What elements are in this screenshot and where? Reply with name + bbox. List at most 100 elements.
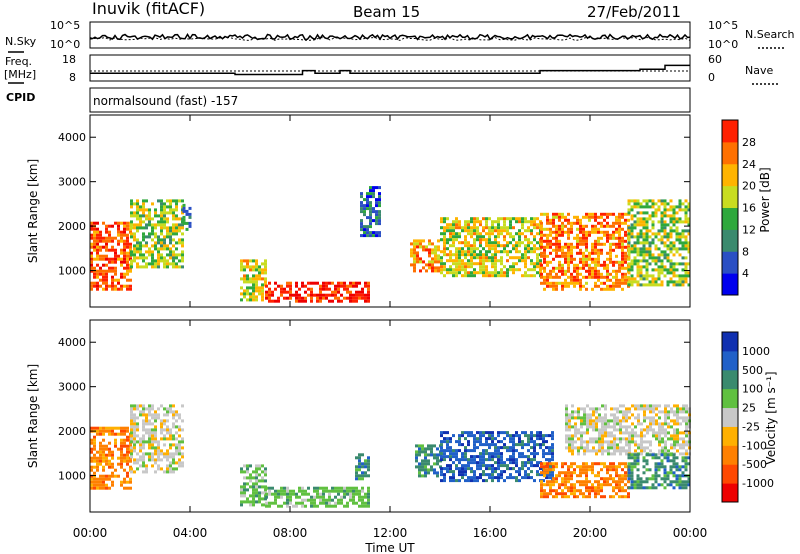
velocity-echo-cell-0 [93, 448, 96, 451]
power-echo-cell-7 [443, 268, 446, 271]
velocity-echo-cell-6 [539, 431, 542, 434]
velocity-echo-cell-1 [133, 470, 136, 473]
velocity-echo-cell-8 [577, 413, 580, 416]
velocity-echo-cell-0 [99, 457, 102, 460]
power-echo-cell-9 [667, 214, 670, 217]
velocity-echo-cell-8 [631, 434, 634, 437]
power-echo-cell-7 [515, 247, 518, 250]
velocity-echo-cell-3 [280, 505, 283, 508]
power-echo-cell-7 [482, 265, 485, 268]
velocity-echo-cell-7 [624, 462, 627, 465]
velocity-echo-cell-7 [609, 462, 612, 465]
velocity-echo-cell-2 [246, 464, 249, 467]
velocity-echo-cell-4 [358, 456, 361, 459]
power-echo-cell-9 [667, 256, 670, 259]
power-echo-cell-7 [452, 235, 455, 238]
velocity-echo-cell-1 [169, 407, 172, 410]
velocity-echo-cell-8 [634, 416, 637, 419]
velocity-echo-cell-7 [543, 489, 546, 492]
velocity-echo-cell-1 [178, 461, 181, 464]
velocity-echo-cell-1 [169, 452, 172, 455]
power-echo-cell-8 [555, 231, 558, 234]
power-echo-cell-0 [123, 228, 126, 231]
velocity-echo-cell-8 [673, 446, 676, 449]
power-echo-cell-0 [126, 267, 129, 270]
power-echo-cell-7 [485, 265, 488, 268]
cpid-program: normalsound (fast) -157 [93, 94, 238, 108]
velocity-echo-cell-1 [151, 434, 154, 437]
velocity-echo-cell-6 [494, 476, 497, 479]
velocity-echo-cell-2 [243, 500, 246, 503]
velocity-echo-cell-2 [240, 500, 243, 503]
power-echo-cell-8 [540, 255, 543, 258]
velocity-echo-cell-6 [530, 446, 533, 449]
power-echo-cell-3 [249, 298, 252, 301]
power-echo-cell-7 [464, 265, 467, 268]
velocity-echo-cell-6 [458, 473, 461, 476]
velocity-echo-cell-6 [458, 458, 461, 461]
power-echo-cell-9 [682, 277, 685, 280]
power-echo-cell-8 [549, 270, 552, 273]
velocity-echo-cell-9 [643, 465, 646, 468]
power-echo-cell-4 [268, 297, 271, 300]
velocity-echo-cell-0 [114, 475, 117, 478]
power-echo-cell-7 [491, 244, 494, 247]
power-echo-cell-1 [160, 238, 163, 241]
velocity-echo-cell-9 [670, 453, 673, 456]
power-echo-cell-7 [497, 235, 500, 238]
velocity-echo-cell-8 [568, 428, 571, 431]
power-echo-cell-7 [458, 268, 461, 271]
power-echo-cell-8 [582, 267, 585, 270]
power-echo-cell-8 [549, 231, 552, 234]
power-echo-cell-7 [446, 247, 449, 250]
power-echo-cell-6 [434, 245, 437, 248]
power-echo-cell-6 [416, 257, 419, 260]
power-echo-cell-0 [117, 222, 120, 225]
velocity-echo-cell-8 [619, 425, 622, 428]
power-echo-cell-1 [145, 214, 148, 217]
velocity-echo-cell-8 [565, 404, 568, 407]
velocity-echo-cell-8 [610, 446, 613, 449]
power-echo-cell-8 [558, 231, 561, 234]
velocity-echo-cell-2 [255, 500, 258, 503]
power-echo-cell-9 [631, 208, 634, 211]
power-echo-cell-1 [169, 256, 172, 259]
velocity-echo-cell-1 [157, 449, 160, 452]
velocity-echo-cell-6 [551, 446, 554, 449]
power-echo-cell-0 [114, 270, 117, 273]
velocity-echo-cell-6 [440, 443, 443, 446]
velocity-echo-cell-1 [136, 404, 139, 407]
power-echo-cell-9 [643, 241, 646, 244]
velocity-echo-cell-1 [172, 416, 175, 419]
velocity-echo-cell-1 [157, 467, 160, 470]
power-echo-cell-6 [434, 269, 437, 272]
power-echo-cell-9 [682, 220, 685, 223]
velocity-echo-cell-1 [142, 419, 145, 422]
power-echo-cell-1 [169, 226, 172, 229]
velocity-echo-cell-6 [464, 473, 467, 476]
velocity-echo-cell-8 [670, 419, 673, 422]
velocity-echo-cell-1 [136, 428, 139, 431]
velocity-echo-cell-6 [482, 461, 485, 464]
velocity-echo-cell-1 [160, 404, 163, 407]
power-echo-cell-4 [337, 285, 340, 288]
power-echo-cell-8 [564, 216, 567, 219]
velocity-colorbar-tick-0: -1000 [742, 477, 774, 490]
power-echo-cell-5 [375, 231, 378, 234]
power-echo-cell-5 [360, 204, 363, 207]
power-echo-cell-4 [331, 294, 334, 297]
velocity-echo-cell-7 [561, 465, 564, 468]
velocity-echo-cell-6 [488, 458, 491, 461]
power-echo-cell-9 [634, 202, 637, 205]
power-echo-cell-1 [154, 247, 157, 250]
power-echo-cell-9 [682, 247, 685, 250]
velocity-echo-cell-8 [571, 416, 574, 419]
power-echo-cell-7 [530, 232, 533, 235]
velocity-echo-cell-6 [443, 449, 446, 452]
velocity-echo-cell-7 [606, 468, 609, 471]
velocity-echo-cell-2 [249, 503, 252, 506]
power-echo-cell-0 [93, 240, 96, 243]
velocity-echo-cell-1 [130, 419, 133, 422]
velocity-echo-cell-8 [586, 449, 589, 452]
power-echo-cell-8 [555, 288, 558, 291]
